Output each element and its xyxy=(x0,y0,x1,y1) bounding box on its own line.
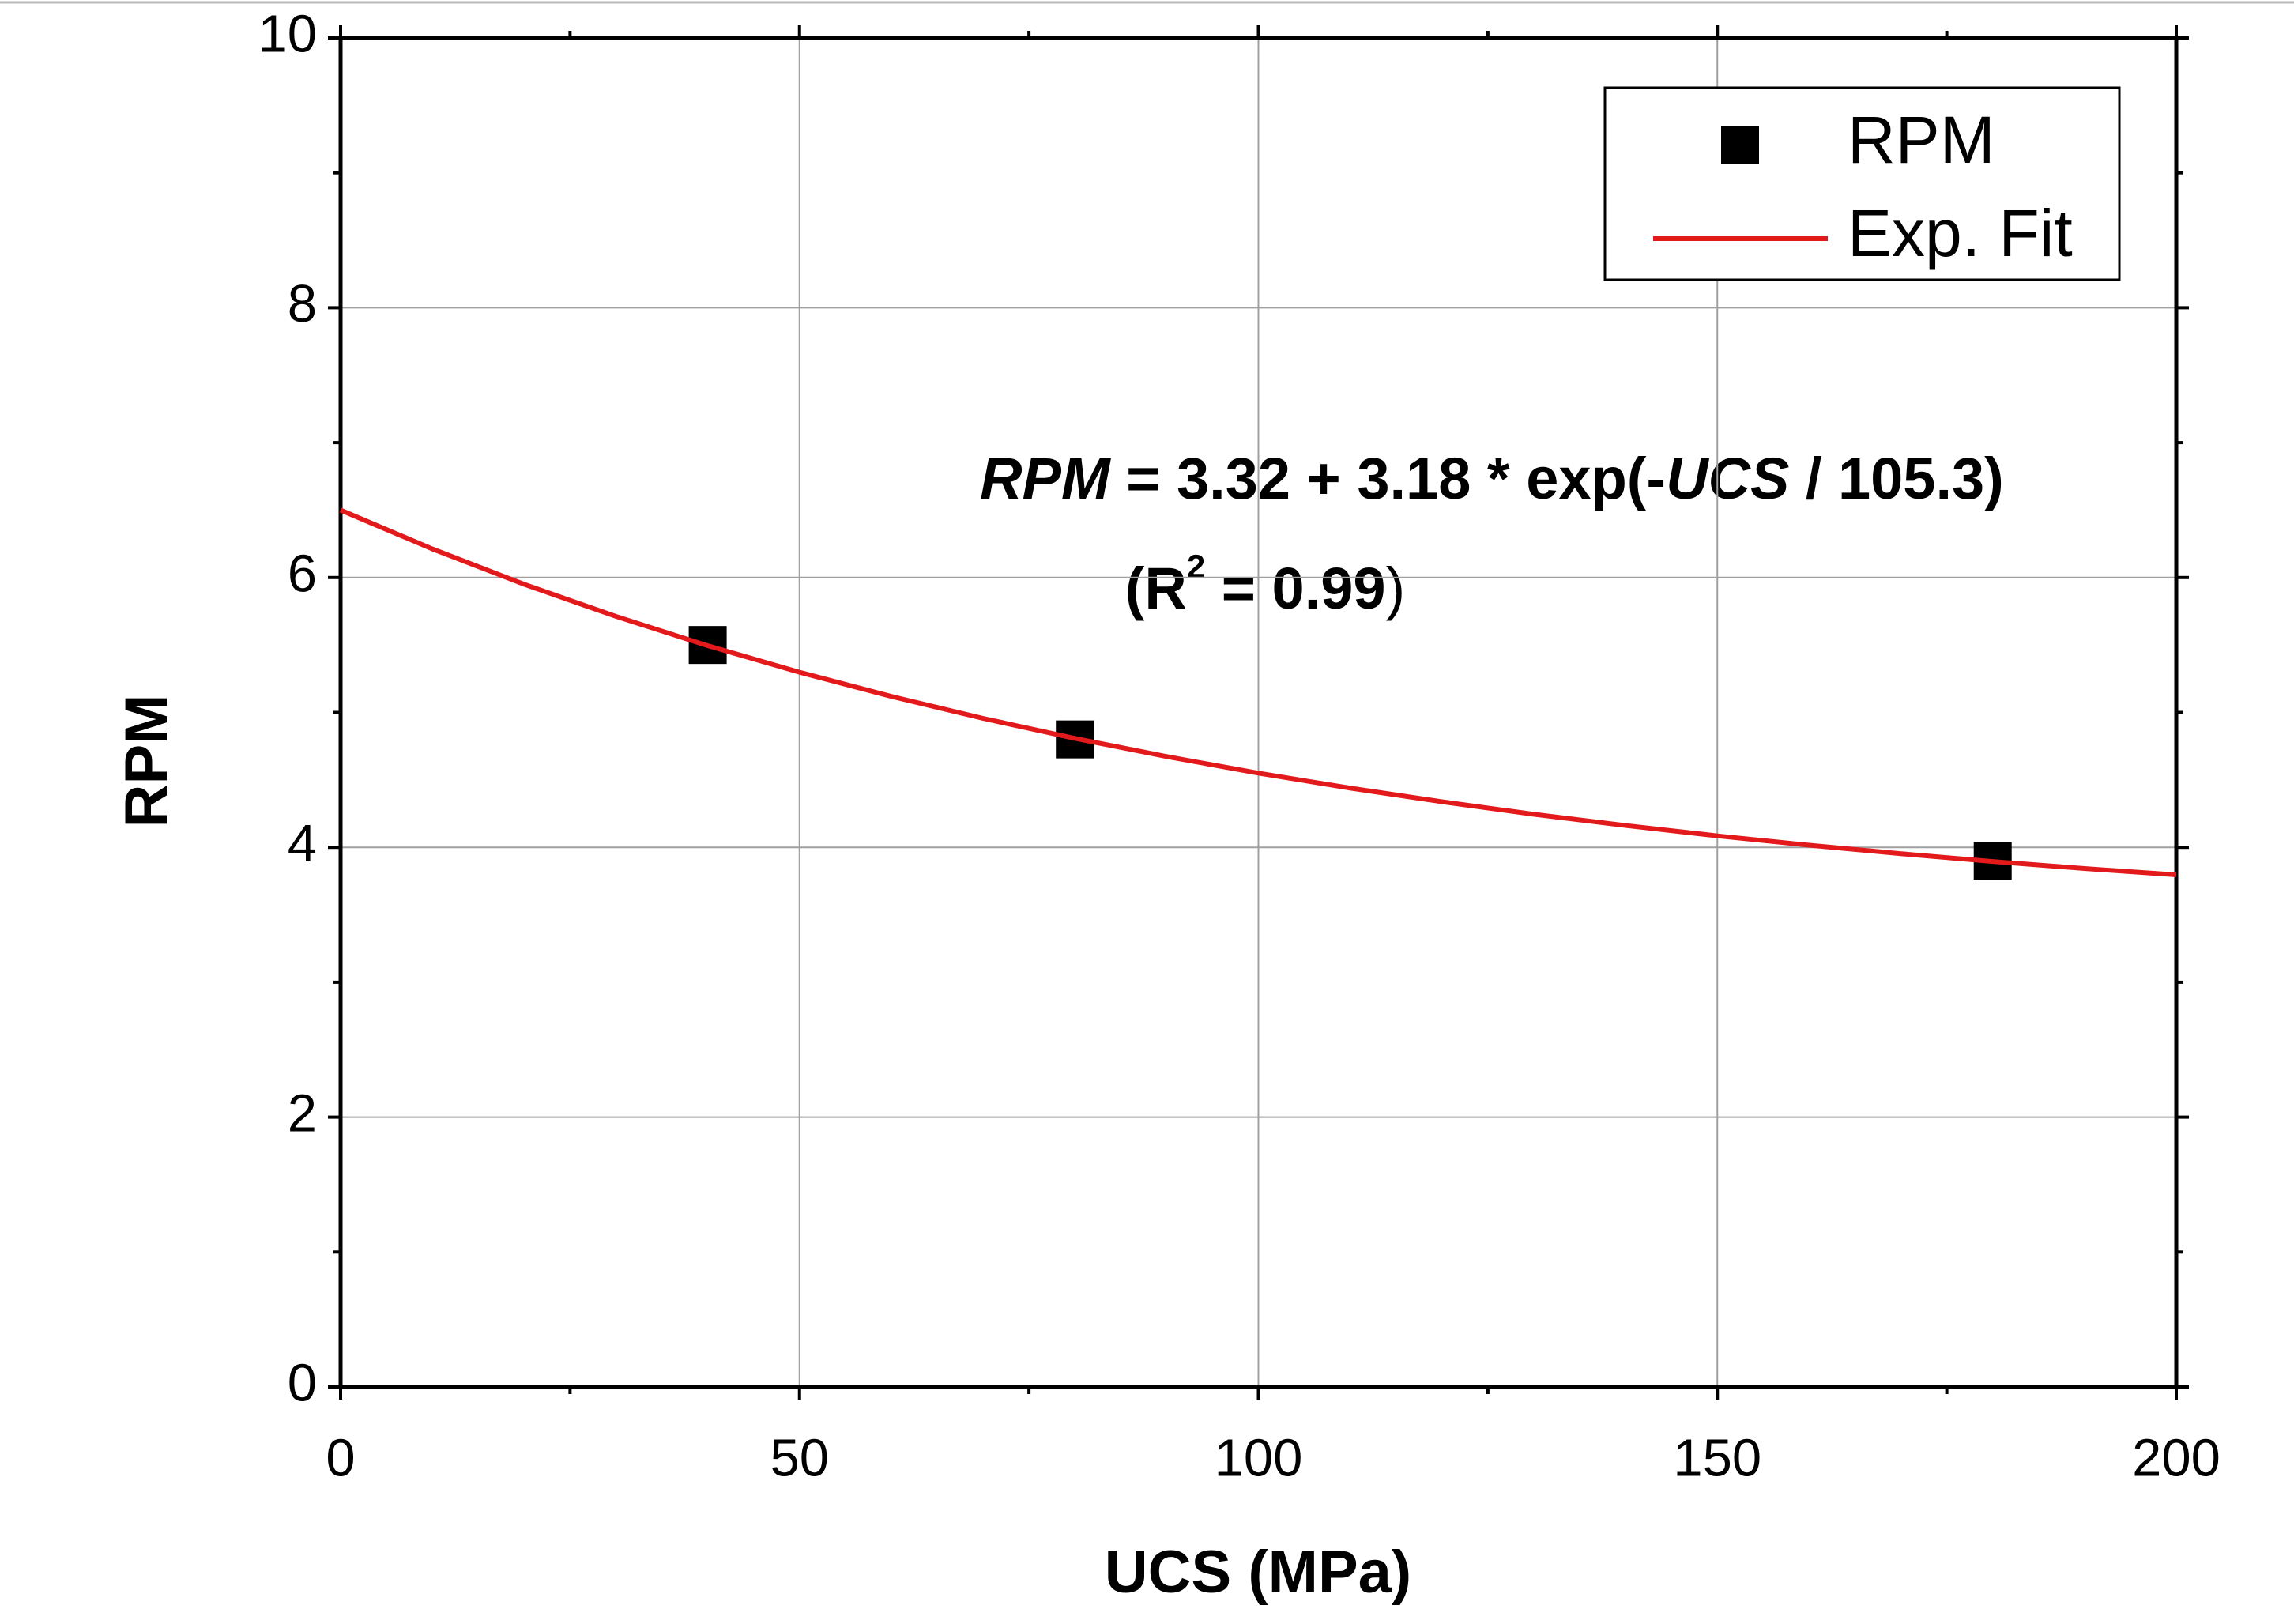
y-tick-label: 2 xyxy=(288,1083,317,1143)
y-tick-label: 4 xyxy=(288,814,317,873)
fit-line xyxy=(339,507,2177,878)
equation-part: = 3.32 + 3.18 * exp(- xyxy=(1110,446,1666,511)
equation-part: / 105.3) xyxy=(1789,446,2004,511)
y-tick-label: 10 xyxy=(258,5,317,64)
y-axis-title: RPM xyxy=(113,695,180,828)
legend-label: RPM xyxy=(1848,103,1995,177)
equation-part: RPM xyxy=(980,446,1111,511)
equation: RPM = 3.32 + 3.18 * exp(-UCS / 105.3) xyxy=(980,446,2004,511)
equation-part: UCS xyxy=(1666,446,1789,511)
x-tick-label: 150 xyxy=(1673,1429,1761,1488)
x-tick-label: 200 xyxy=(2132,1429,2221,1488)
legend-marker xyxy=(1721,126,1759,164)
y-tick-label: 8 xyxy=(288,274,317,333)
r2-part: = 0.99 xyxy=(1205,556,1385,621)
y-tick-label: 6 xyxy=(288,544,317,604)
x-tick-label: 100 xyxy=(1215,1429,1303,1488)
legend-box xyxy=(1603,86,2121,281)
r2-part: (R xyxy=(1125,556,1187,621)
x-tick-label: 0 xyxy=(326,1429,355,1488)
legend-label: Exp. Fit xyxy=(1848,196,2073,270)
r2-part: ) xyxy=(1386,556,1406,621)
x-tick-label: 50 xyxy=(770,1429,829,1488)
x-axis-title: UCS (MPa) xyxy=(1105,1539,1411,1606)
r-squared: (R2 = 0.99) xyxy=(1125,548,1405,620)
y-tick-label: 0 xyxy=(288,1354,317,1413)
r2-part: 2 xyxy=(1187,548,1205,585)
